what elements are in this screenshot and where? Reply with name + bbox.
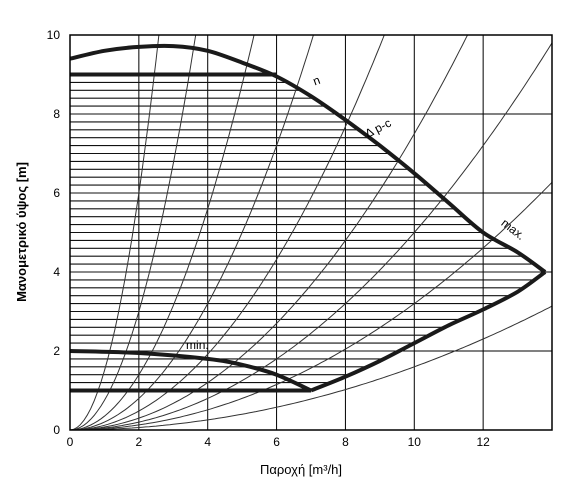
system-curve — [70, 35, 314, 430]
x-tick-label: 8 — [342, 435, 349, 449]
y-tick-label: 0 — [53, 423, 60, 437]
y-axis-ticks: 0 2 4 6 8 10 — [47, 28, 61, 437]
plot-border — [69, 34, 553, 431]
annotations: Δ p-c max. min. n — [186, 73, 528, 352]
max-curve-top — [69, 43, 547, 274]
system-curve — [70, 35, 255, 430]
x-tick-label: 2 — [136, 435, 143, 449]
x-tick-label: 0 — [67, 435, 74, 449]
x-tick-label: 10 — [408, 435, 422, 449]
y-tick-label: 10 — [47, 28, 61, 42]
x-axis-ticks: 0 2 4 6 8 10 12 — [67, 435, 490, 449]
min-curve — [69, 349, 312, 393]
pump-curves — [69, 43, 547, 393]
x-tick-label: 6 — [273, 435, 280, 449]
annotation-label: min. — [186, 338, 209, 352]
system-curve — [70, 35, 197, 430]
system-curve — [70, 42, 552, 430]
annotation-label: Δ p-c — [363, 116, 394, 141]
system-curve — [70, 181, 552, 430]
annotation-label: max. — [499, 216, 528, 243]
operating-region-hatch — [70, 74, 546, 391]
max-curve-bottom — [310, 270, 547, 393]
y-tick-label: 4 — [53, 265, 60, 279]
system-curve — [70, 35, 385, 430]
system-curve — [70, 35, 469, 430]
plot-frame — [69, 34, 553, 431]
x-tick-label: 12 — [476, 435, 490, 449]
y-tick-label: 8 — [53, 107, 60, 121]
x-axis-label: Παροχή [m³/h] — [260, 462, 342, 477]
system-curve — [70, 35, 160, 430]
x-tick-label: 4 — [204, 435, 211, 449]
y-axis-label: Μανομετρικό ύψος [m] — [14, 162, 29, 302]
system-curve — [70, 305, 552, 430]
y-tick-label: 6 — [53, 186, 60, 200]
system-curves — [70, 35, 552, 430]
annotation-label: n — [311, 73, 322, 88]
y-tick-label: 2 — [53, 344, 60, 358]
